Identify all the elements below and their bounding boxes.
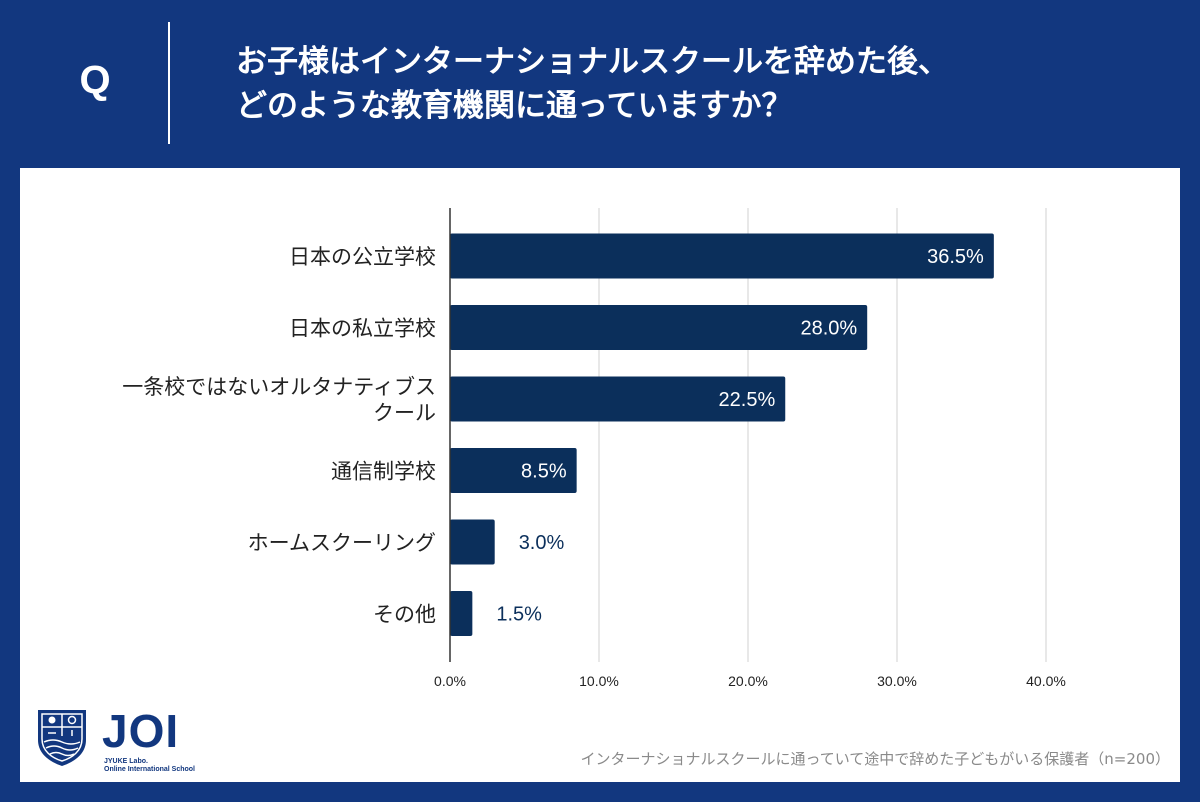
question-title: お子様はインターナショナルスクールを辞めた後、 どのような教育機関に通っています… xyxy=(236,40,1176,128)
bar-chart: 0.0% 10.0% 20.0% 30.0% 40.0% 日本の公立学校 36.5% 日本の私… xyxy=(122,208,1066,689)
data-label: 1.5% xyxy=(496,604,542,626)
bar xyxy=(450,305,868,350)
logo-wordmark: JOI xyxy=(102,705,180,757)
category-label: 一条校ではないオルタナティブス xyxy=(122,375,436,399)
category-label: 日本の公立学校 xyxy=(289,245,436,269)
logo: JOI JYUKE Labo. Online International Sch… xyxy=(34,704,214,774)
bar xyxy=(450,591,473,636)
x-tick-label: 10.0% xyxy=(579,673,619,689)
question-line-2: どのような教育機関に通っていますか？ xyxy=(236,88,793,124)
logo-subtitle-2: Online International School xyxy=(104,766,196,773)
header-divider xyxy=(168,22,170,144)
q-mark: Q xyxy=(79,58,111,102)
data-label: 28.0% xyxy=(800,318,857,340)
category-label: ホームスクーリング xyxy=(248,531,436,555)
category-label: 通信制学校 xyxy=(331,460,436,484)
x-tick-label: 0.0% xyxy=(434,673,466,689)
question-line-1: お子様はインターナショナルスクールを辞めた後、 xyxy=(236,44,949,80)
x-tick-label: 30.0% xyxy=(877,673,917,689)
bar xyxy=(450,233,994,279)
x-tick-label: 20.0% xyxy=(728,673,768,689)
bar xyxy=(450,519,495,565)
bar xyxy=(450,376,786,422)
chart-panel: 0.0% 10.0% 20.0% 30.0% 40.0% 日本の公立学校 36.5% 日本の私… xyxy=(20,168,1180,782)
data-label: 3.0% xyxy=(519,532,565,554)
category-label: その他 xyxy=(373,603,436,627)
bar xyxy=(450,448,577,493)
header: Q お子様はインターナショナルスクールを辞めた後、 どのような教育機関に通ってい… xyxy=(0,0,1200,165)
sample-footnote: インターナショナルスクールに通っていて途中で辞めた子どもがいる保護者（n=200… xyxy=(580,750,1170,768)
data-label: 8.5% xyxy=(521,461,567,483)
data-label: 22.5% xyxy=(719,389,776,411)
shield-crest-icon xyxy=(38,710,86,766)
data-label: 36.5% xyxy=(927,246,984,268)
logo-subtitle-1: JYUKE Labo. xyxy=(104,758,148,765)
x-tick-label: 40.0% xyxy=(1026,673,1066,689)
category-label: 日本の私立学校 xyxy=(289,317,436,341)
category-label: クール xyxy=(373,401,436,425)
